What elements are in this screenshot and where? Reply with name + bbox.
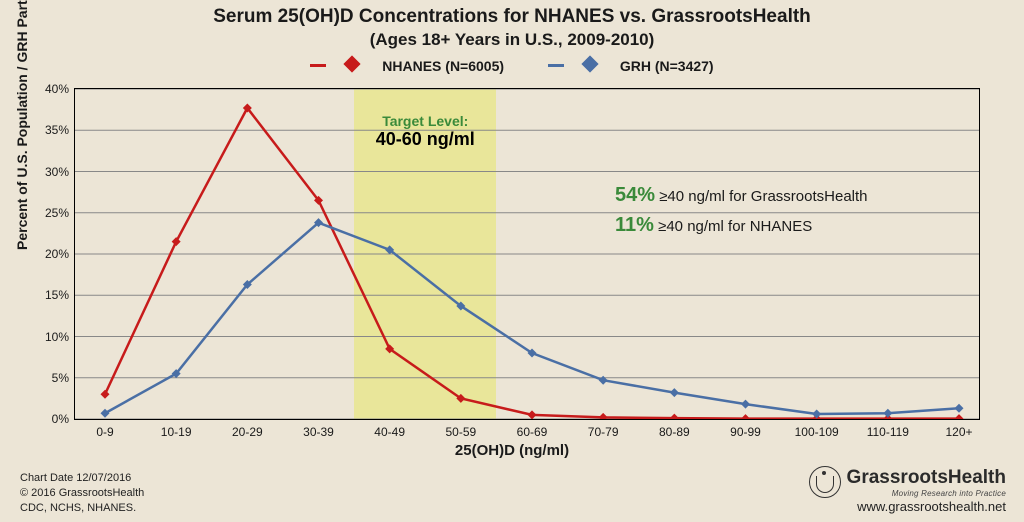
x-tick: 0-9 (96, 425, 113, 439)
y-tick: 30% (45, 165, 69, 179)
y-tick: 20% (45, 247, 69, 261)
y-tick: 25% (45, 206, 69, 220)
brand-block: GrassrootsHealth Moving Research into Pr… (809, 466, 1006, 514)
brand-tagline: Moving Research into Practice (847, 489, 1006, 498)
x-tick: 100-109 (795, 425, 839, 439)
x-tick: 60-69 (517, 425, 548, 439)
chart-subtitle: (Ages 18+ Years in U.S., 2009-2010) (0, 30, 1024, 50)
chart-svg (75, 89, 979, 419)
y-tick: 0% (52, 412, 69, 426)
plot-area: Target Level: 40-60 ng/ml 54% ≥40 ng/ml … (74, 88, 980, 420)
brand-url: www.grassrootshealth.net (809, 499, 1006, 514)
x-tick: 30-39 (303, 425, 334, 439)
x-tick: 70-79 (588, 425, 619, 439)
legend-label: NHANES (N=6005) (382, 58, 504, 74)
chart-title: Serum 25(OH)D Concentrations for NHANES … (0, 6, 1024, 28)
legend-item-nhanes: NHANES (N=6005) (300, 58, 518, 74)
footer-attribution: Chart Date 12/07/2016 © 2016 GrassrootsH… (20, 471, 144, 516)
x-tick: 50-59 (445, 425, 476, 439)
callout-grh: 54% ≥40 ng/ml for GrassrootsHealth (615, 184, 868, 207)
y-tick: 5% (52, 371, 69, 385)
vitruvian-logo-icon (809, 466, 841, 498)
y-tick: 35% (45, 123, 69, 137)
y-axis-label: Percent of U.S. Population / GRH Partici… (14, 0, 30, 250)
legend-item-grh: GRH (N=3427) (538, 58, 724, 74)
x-tick: 120+ (945, 425, 972, 439)
brand-name: GrassrootsHealth (847, 467, 1006, 489)
y-tick: 10% (45, 330, 69, 344)
x-tick: 10-19 (161, 425, 192, 439)
target-level-label: Target Level: 40-60 ng/ml (354, 113, 496, 150)
y-tick: 40% (45, 82, 69, 96)
x-axis-label: 25(OH)D (ng/ml) (0, 442, 1024, 459)
y-tick: 15% (45, 288, 69, 302)
x-tick: 20-29 (232, 425, 263, 439)
x-tick: 110-119 (867, 425, 909, 439)
x-tick: 80-89 (659, 425, 690, 439)
legend-label: GRH (N=3427) (620, 58, 714, 74)
callout-nhanes: 11% ≥40 ng/ml for NHANES (615, 214, 812, 237)
x-tick: 40-49 (374, 425, 405, 439)
x-tick: 90-99 (730, 425, 761, 439)
legend: NHANES (N=6005) GRH (N=3427) (0, 58, 1024, 74)
